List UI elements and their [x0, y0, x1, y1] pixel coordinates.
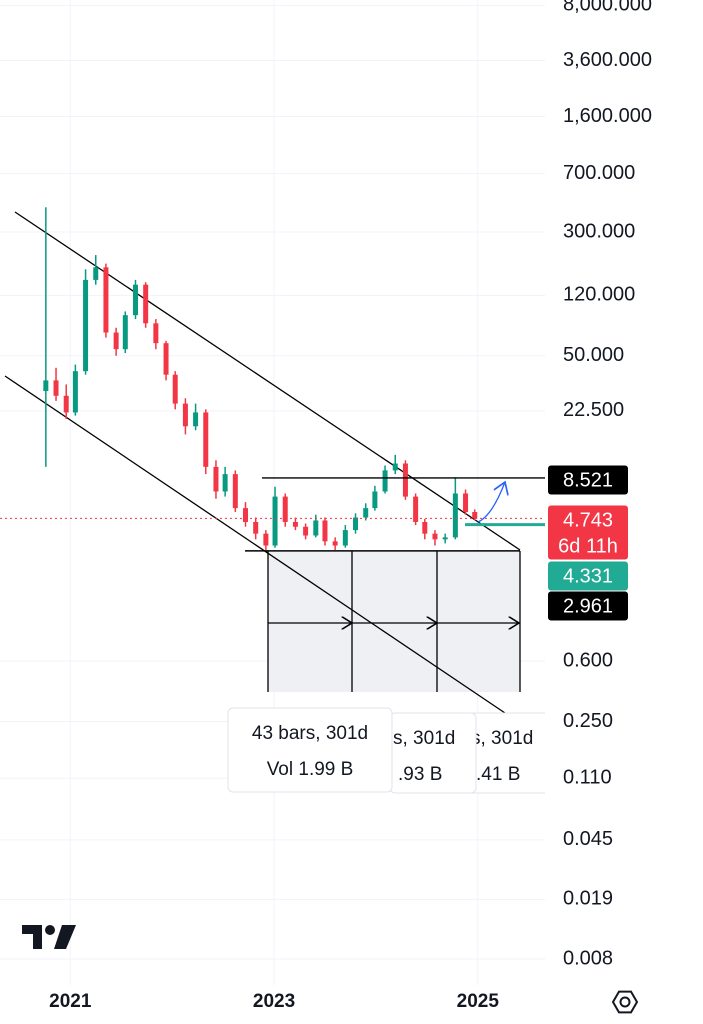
- candle-body: [243, 508, 249, 522]
- candle-body: [332, 541, 338, 546]
- candle-body: [213, 466, 219, 492]
- candle-body: [43, 380, 49, 392]
- candle-body: [93, 267, 99, 280]
- y-tick-label: 1,600.000: [563, 105, 652, 127]
- price-tag: [548, 561, 628, 591]
- axes: 8,000.000 3,600.000 1,600.000 700.000 300.00…: [49, 0, 652, 1012]
- price-tag-label: 4.743: [563, 509, 613, 531]
- tooltip-line: .93 B: [398, 764, 442, 785]
- projection-arrow: [477, 482, 505, 523]
- tooltip-line: Vol 1.99 B: [267, 759, 354, 780]
- y-tick-label: 0.250: [563, 710, 613, 732]
- candle-body: [292, 521, 298, 527]
- candle-body: [363, 508, 369, 518]
- candle-body: [83, 279, 89, 372]
- candle-body: [53, 380, 59, 396]
- tooltips: s, 301d .41 B s, 301d .93 B 43 bars, 301d Vol…: [227, 707, 545, 794]
- candle-body: [172, 374, 178, 404]
- grid: [0, 0, 545, 985]
- x-tick-label: 2025: [457, 991, 500, 1012]
- y-tick-label: 50.000: [563, 344, 624, 366]
- candle-body: [263, 533, 269, 546]
- candle-body: [452, 493, 458, 538]
- price-tag: [548, 465, 628, 495]
- candle-body: [342, 530, 348, 546]
- candle-body: [72, 371, 78, 413]
- candle-body: [143, 284, 149, 324]
- countdown: 6d 11h: [558, 535, 618, 557]
- y-tick-label: 700.000: [563, 162, 635, 184]
- channel-lower: [4, 375, 506, 714]
- candle-body: [402, 463, 408, 497]
- y-tick-label: 120.000: [563, 284, 635, 306]
- settings-icon[interactable]: [611, 990, 639, 1014]
- tradingview-logo: [22, 925, 76, 949]
- channel-upper: [14, 211, 521, 551]
- y-tick-label: 8,000.000: [563, 0, 652, 16]
- tooltip-line: s, 301d: [393, 728, 455, 749]
- candle-body: [222, 474, 228, 492]
- y-tick-label: 22.500: [563, 399, 624, 421]
- candle-body: [353, 517, 359, 531]
- tooltip-box: [227, 707, 393, 793]
- price-levels: 8.521 4.743 6d 11h 4.331 2.961: [0, 465, 628, 621]
- candle-body: [203, 412, 209, 467]
- candle-body: [472, 512, 478, 519]
- candle-body: [113, 332, 119, 350]
- tooltip-line: s, 301d: [471, 728, 533, 749]
- y-tick-label: 300.000: [563, 220, 635, 242]
- candle-body: [313, 520, 319, 536]
- candle-body: [63, 395, 69, 413]
- candle-body: [132, 284, 138, 316]
- range-box: [268, 551, 520, 692]
- candle-body: [372, 491, 378, 509]
- candle-body: [253, 521, 259, 534]
- y-tick-label: 0.110: [563, 766, 612, 788]
- candle-body: [392, 463, 398, 471]
- candle-body: [303, 526, 309, 536]
- candle-body: [442, 537, 448, 540]
- x-tick-label: 2023: [253, 991, 295, 1012]
- candle-body: [463, 493, 469, 513]
- price-tag: [548, 591, 628, 621]
- tooltip-line: 43 bars, 301d: [252, 723, 368, 744]
- settings-icon[interactable]: [619, 996, 631, 1008]
- y-tick-label: 3,600.000: [563, 49, 652, 71]
- candle-body: [282, 496, 288, 522]
- candle-body: [193, 412, 199, 427]
- price-tag-label: 8.521: [563, 469, 613, 491]
- candle-body: [272, 496, 278, 546]
- candle-body: [382, 470, 388, 492]
- price-tag-label: 2.961: [563, 595, 613, 617]
- price-tag-label: 4.331: [563, 565, 613, 587]
- candle-body: [422, 521, 428, 534]
- candle-body: [432, 533, 438, 540]
- range-arrows: [267, 551, 521, 692]
- candle-body: [413, 496, 419, 522]
- candle-body: [103, 267, 109, 333]
- price-tag: [548, 505, 628, 560]
- y-tick-label: 0.019: [563, 888, 613, 910]
- y-tick-label: 0.008: [563, 947, 613, 969]
- y-tick-label: 0.045: [563, 828, 613, 850]
- settings-button[interactable]: [611, 990, 639, 1014]
- candles: [43, 207, 478, 550]
- candle-body: [163, 343, 169, 375]
- tooltip-line: .41 B: [476, 764, 520, 785]
- candle-body: [232, 474, 238, 509]
- logo-part: [54, 925, 76, 949]
- candle-body: [122, 315, 128, 350]
- candle-body: [182, 403, 188, 427]
- y-tick-label: 0.600: [563, 649, 613, 671]
- drawings: [4, 211, 521, 714]
- logo-part: [22, 925, 42, 949]
- x-tick-label: 2021: [49, 991, 92, 1012]
- candle-body: [153, 323, 159, 344]
- logo-part: [45, 925, 55, 935]
- candle-body: [322, 520, 328, 542]
